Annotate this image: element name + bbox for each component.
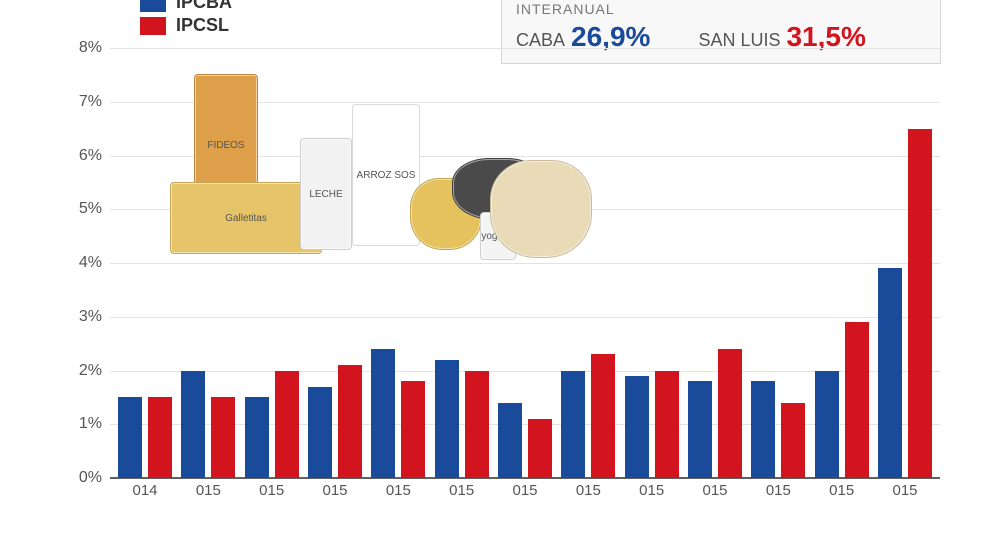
bar-ipcsl-2 [275,371,299,479]
bar-ipcba-8 [625,376,649,478]
x-tick-label: 015 [259,482,284,499]
x-tick-label: 014 [132,482,157,499]
product-pollo [490,160,592,258]
bar-ipcba-5 [435,360,459,478]
x-tick-label: 015 [449,482,474,499]
bar-ipcsl-8 [655,371,679,479]
x-tick-label: 015 [322,482,347,499]
legend-label: IPCSL [176,15,229,36]
bar-ipcsl-7 [591,354,615,478]
x-tick-label: 015 [829,482,854,499]
bar-ipcsl-3 [338,365,362,478]
bar-ipcba-11 [815,371,839,479]
x-tick-label: 015 [512,482,537,499]
bar-ipcba-6 [498,403,522,478]
bar-ipcba-9 [688,381,712,478]
summary-title: INTERANUAL [516,1,926,17]
x-tick-label: 015 [576,482,601,499]
bar-ipcba-0 [118,397,142,478]
bar-ipcba-1 [181,371,205,479]
bar-ipcba-12 [878,268,902,478]
x-tick-label: 015 [702,482,727,499]
legend-label: IPCBA [176,0,232,13]
y-tick-label: 5% [58,200,102,218]
summary-entry-label: CABA [516,30,565,50]
bar-ipcba-10 [751,381,775,478]
gridline [110,48,940,49]
product-leche: LECHE [300,138,352,250]
legend-swatch [140,17,166,35]
y-tick-label: 6% [58,147,102,165]
y-tick-label: 7% [58,93,102,111]
bar-ipcsl-4 [401,381,425,478]
bar-ipcsl-1 [211,397,235,478]
bar-ipcsl-9 [718,349,742,478]
legend: IPCBA IPCSL [140,0,232,38]
y-tick-label: 4% [58,254,102,272]
legend-row-ipcba: IPCBA [140,0,232,13]
y-tick-label: 8% [58,39,102,57]
gridline [110,317,940,318]
bar-ipcba-2 [245,397,269,478]
x-tick-label: 015 [386,482,411,499]
legend-swatch [140,0,166,12]
y-tick-label: 0% [58,469,102,487]
legend-row-ipcsl: IPCSL [140,15,232,36]
bar-ipcba-3 [308,387,332,478]
summary-entry-label: SAN LUIS [698,30,780,50]
y-tick-label: 2% [58,362,102,380]
bar-ipcsl-5 [465,371,489,479]
x-tick-label: 015 [892,482,917,499]
grocery-illustration: FIDEOSGalletitasLECHEARROZ SOSyogurth [170,74,590,284]
bar-ipcsl-10 [781,403,805,478]
bar-ipcsl-6 [528,419,552,478]
inflation-chart: { "legend": { "series": [ { "label": "IP… [0,0,987,555]
y-tick-label: 1% [58,415,102,433]
bar-ipcsl-0 [148,397,172,478]
bar-ipcsl-12 [908,129,932,478]
bar-ipcsl-11 [845,322,869,478]
x-tick-label: 015 [766,482,791,499]
bar-ipcba-7 [561,371,585,479]
bar-ipcba-4 [371,349,395,478]
y-tick-label: 3% [58,308,102,326]
x-tick-label: 015 [639,482,664,499]
x-tick-label: 015 [196,482,221,499]
